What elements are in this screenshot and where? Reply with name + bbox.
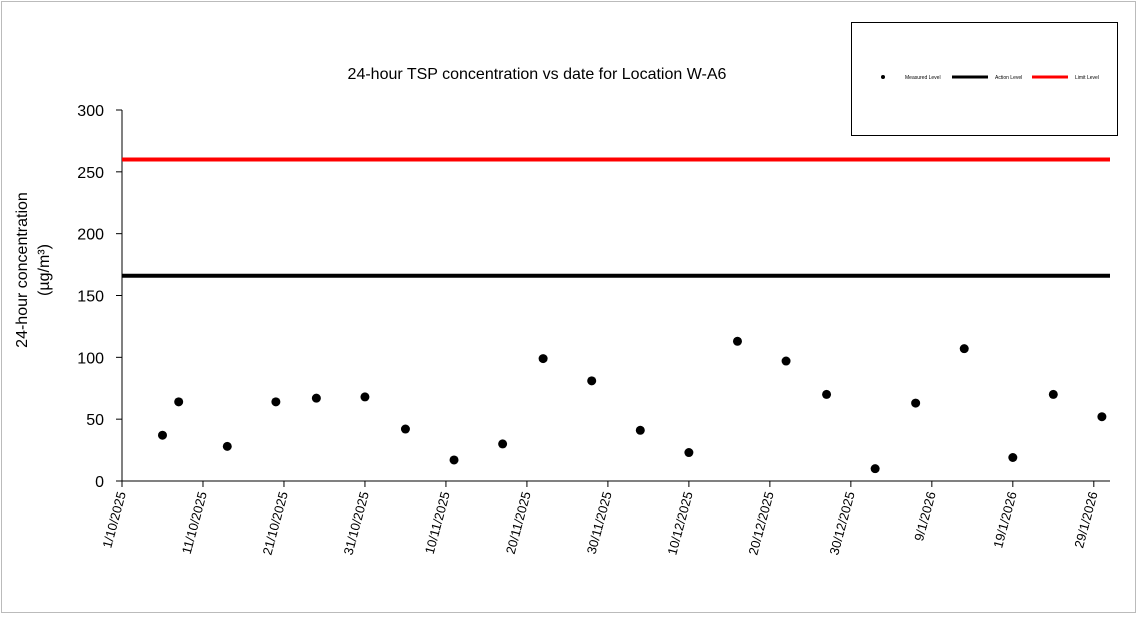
x-tick-label: 10/12/2025 xyxy=(664,490,695,557)
data-point xyxy=(635,425,645,435)
data-point xyxy=(822,389,832,399)
y-axis-label: 24-hour concentration xyxy=(14,192,31,348)
data-point xyxy=(684,448,694,458)
y-tick-label: 50 xyxy=(86,412,104,429)
y-tick-label: 300 xyxy=(77,103,104,120)
data-point xyxy=(781,356,791,366)
legend-label: Measured Level xyxy=(905,75,941,81)
data-point xyxy=(400,424,410,434)
x-tick-label: 10/11/2025 xyxy=(422,490,453,556)
x-tick-label: 9/1/2026 xyxy=(911,490,939,543)
data-point xyxy=(911,398,921,408)
data-point xyxy=(1097,412,1107,422)
y-tick-label: 200 xyxy=(77,227,104,244)
x-tick-label: 11/10/2025 xyxy=(179,490,210,556)
data-point xyxy=(538,354,548,364)
x-tick-label: 20/12/2025 xyxy=(745,490,776,557)
x-tick-label: 1/10/2025 xyxy=(99,490,128,550)
data-point xyxy=(449,455,459,465)
data-point xyxy=(1048,389,1058,399)
data-point xyxy=(587,376,597,386)
data-point xyxy=(174,397,184,407)
legend-box xyxy=(851,22,1118,136)
x-tick-label: 30/11/2025 xyxy=(584,490,615,556)
data-point xyxy=(157,430,167,440)
data-point xyxy=(732,336,742,346)
data-point xyxy=(271,397,281,407)
y-tick-label: 0 xyxy=(95,474,104,491)
data-point xyxy=(959,344,969,354)
y-axis-label: (µg/m³) xyxy=(36,244,53,296)
x-tick-label: 20/11/2025 xyxy=(503,490,534,556)
x-tick-label: 29/1/2026 xyxy=(1071,490,1100,550)
x-tick-label: 30/12/2025 xyxy=(826,490,857,557)
data-point xyxy=(1008,453,1018,463)
legend-label: Limit Level xyxy=(1075,75,1099,81)
x-tick-label: 19/1/2026 xyxy=(990,490,1019,550)
y-tick-label: 250 xyxy=(77,165,104,182)
legend-marker xyxy=(881,75,885,79)
chart-title: 24-hour TSP concentration vs date for Lo… xyxy=(348,66,727,83)
data-point xyxy=(870,464,880,474)
x-tick-label: 21/10/2025 xyxy=(260,490,291,557)
y-tick-label: 150 xyxy=(77,289,104,306)
frame xyxy=(1,1,1136,613)
y-tick-label: 100 xyxy=(77,350,104,367)
legend-label: Action Level xyxy=(995,75,1022,81)
data-point xyxy=(360,392,370,402)
x-tick-label: 31/10/2025 xyxy=(341,490,372,557)
data-point xyxy=(222,441,232,451)
data-point xyxy=(311,393,321,403)
data-point xyxy=(498,439,508,449)
